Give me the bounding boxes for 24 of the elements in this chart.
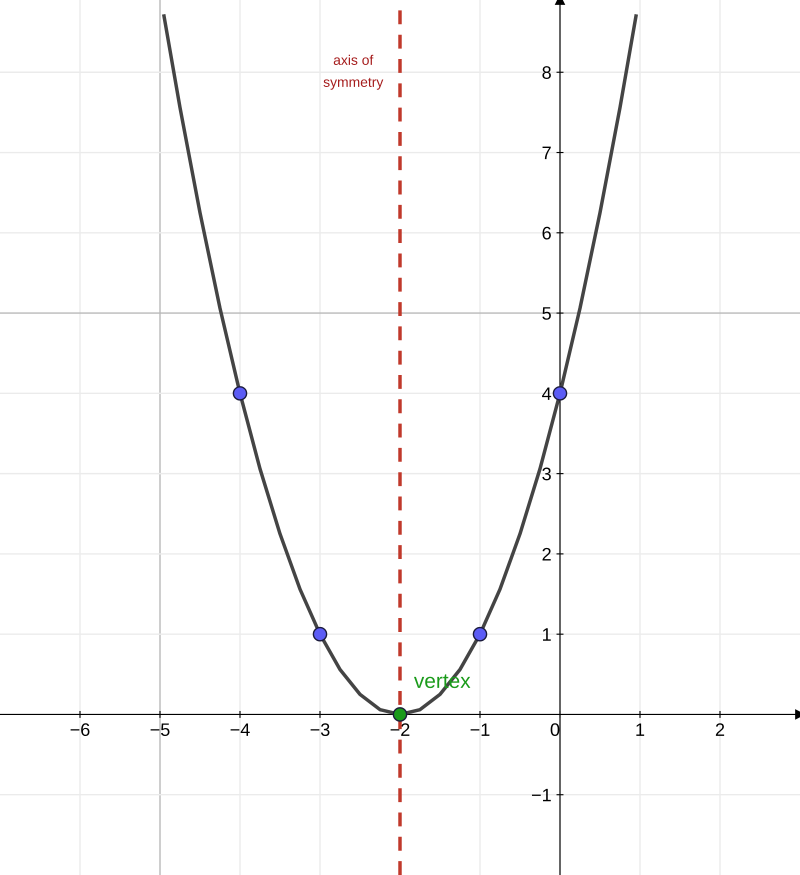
point <box>312 626 328 642</box>
y-tick-label: 3 <box>542 468 551 480</box>
y-tick-label: 7 <box>542 146 551 160</box>
x-tick-label: 0 <box>550 723 560 736</box>
y-tick-label: 6 <box>542 226 551 240</box>
y-tick-label: 2 <box>542 548 551 560</box>
point <box>472 626 488 642</box>
x-tick-label: 2 <box>716 723 724 736</box>
y-tick-label: 5 <box>542 307 551 320</box>
x-tick-label: −3 <box>310 723 330 736</box>
y-tick-label: 8 <box>542 66 551 79</box>
point <box>232 386 248 401</box>
point <box>392 707 408 722</box>
x-tick-label: −1 <box>470 723 490 736</box>
x-tick-label: −6 <box>70 723 90 736</box>
point <box>552 386 568 401</box>
x-tick-label: −5 <box>150 723 170 736</box>
y-tick-label: 4 <box>542 387 552 400</box>
x-tick-label: −4 <box>230 723 250 736</box>
y-tick-label: 1 <box>543 628 551 641</box>
x-tick-label: 1 <box>636 723 644 736</box>
annotation: axis of symmetry <box>324 54 384 90</box>
y-tick-label: −1 <box>532 788 551 802</box>
x-tick-label: −2 <box>390 723 410 736</box>
